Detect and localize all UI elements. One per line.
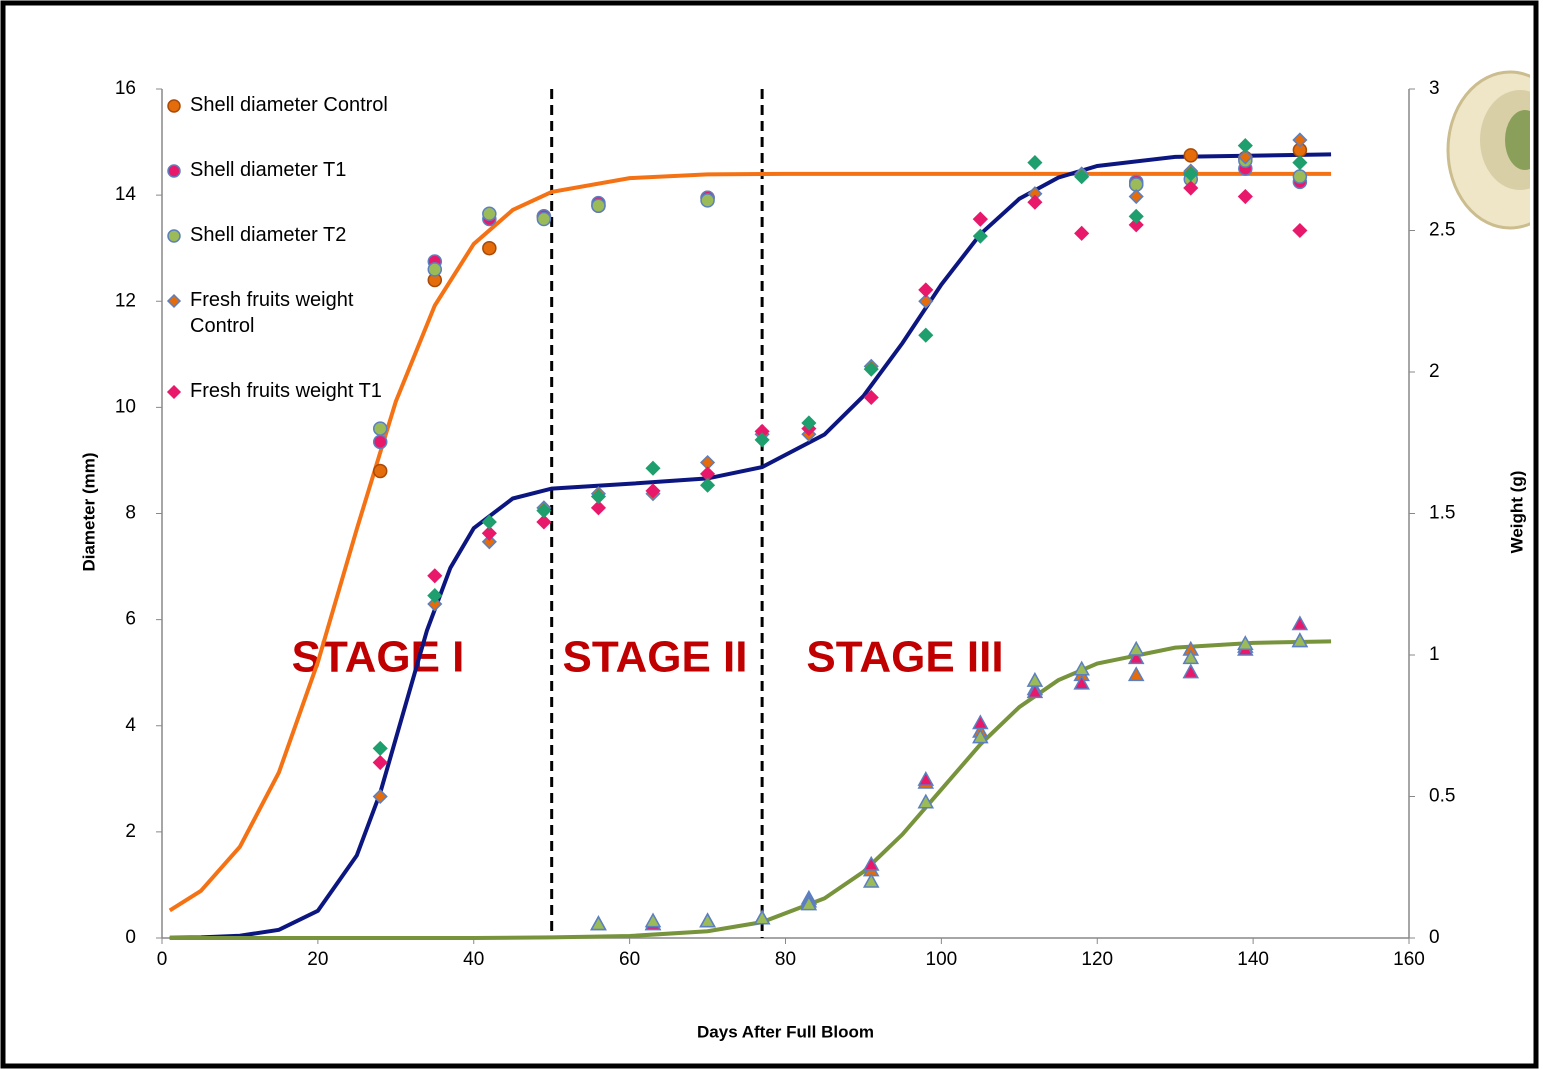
legend-symbol bbox=[168, 165, 180, 177]
data-point bbox=[701, 194, 714, 207]
x-tick-label: 80 bbox=[775, 949, 796, 970]
data-point bbox=[919, 773, 933, 786]
legend-label: Shell diameter T2 bbox=[190, 224, 346, 246]
y-tick-label: 0 bbox=[125, 927, 136, 948]
page: 020406080100120140160024681012141600.511… bbox=[0, 0, 1543, 1070]
data-point bbox=[1293, 156, 1306, 169]
y-tick-label: 4 bbox=[125, 715, 136, 736]
y2-tick-label: 0 bbox=[1429, 927, 1440, 948]
y-tick-label: 2 bbox=[125, 821, 136, 842]
y-tick-label: 14 bbox=[115, 184, 137, 205]
data-point bbox=[374, 756, 387, 769]
legend-marker bbox=[166, 293, 182, 309]
data-point bbox=[537, 213, 550, 226]
y-tick-label: 10 bbox=[115, 396, 136, 417]
data-point bbox=[974, 213, 987, 226]
x-tick-label: 40 bbox=[463, 949, 484, 970]
data-point bbox=[755, 911, 769, 924]
pistachio-image bbox=[1448, 72, 1543, 228]
x-tick-label: 0 bbox=[157, 949, 168, 970]
data-point bbox=[1129, 642, 1143, 655]
data-point bbox=[428, 263, 441, 276]
y-tick-label: 6 bbox=[125, 609, 136, 630]
data-point bbox=[1293, 170, 1306, 183]
y-axis-title: Diameter (mm) bbox=[79, 452, 98, 571]
y2-tick-label: 3 bbox=[1429, 78, 1440, 99]
data-point bbox=[1028, 673, 1042, 686]
x-tick-label: 120 bbox=[1081, 949, 1113, 970]
legend-symbol bbox=[168, 386, 180, 398]
legend-symbol bbox=[168, 100, 180, 112]
x-tick-label: 140 bbox=[1237, 949, 1269, 970]
stage-label: STAGE II bbox=[563, 633, 748, 682]
legend-marker bbox=[166, 98, 182, 114]
legend-entry: Shell diameter Control bbox=[166, 92, 416, 118]
y2-tick-label: 1 bbox=[1429, 644, 1440, 665]
y2-tick-label: 2 bbox=[1429, 361, 1440, 382]
data-point bbox=[591, 917, 605, 930]
data-point bbox=[374, 742, 387, 755]
x-tick-label: 160 bbox=[1393, 949, 1425, 970]
legend-label: Fresh fruits weight T1 bbox=[190, 380, 382, 402]
data-point bbox=[1239, 139, 1252, 152]
y-tick-label: 8 bbox=[125, 503, 136, 524]
data-point bbox=[919, 329, 932, 342]
data-point bbox=[1028, 196, 1041, 209]
data-point bbox=[1293, 224, 1306, 237]
y2-tick-label: 0.5 bbox=[1429, 786, 1455, 807]
data-point bbox=[1129, 668, 1143, 681]
data-point bbox=[428, 569, 441, 582]
data-point bbox=[1239, 190, 1252, 203]
data-point bbox=[1130, 190, 1143, 203]
fit-curve bbox=[170, 641, 1331, 938]
y-tick-label: 16 bbox=[115, 78, 136, 99]
data-point bbox=[592, 199, 605, 212]
legend-entry: Fresh fruits weight T1 bbox=[166, 378, 416, 404]
data-point bbox=[1184, 665, 1198, 678]
legend-entry: Shell diameter T2 bbox=[166, 222, 416, 248]
data-point bbox=[1028, 156, 1041, 169]
data-point bbox=[973, 716, 987, 729]
data-point bbox=[647, 462, 660, 475]
x-tick-label: 60 bbox=[619, 949, 640, 970]
legend-entry: Shell diameter T1 bbox=[166, 157, 416, 183]
legend: Shell diameter Control Shell diameter T1 S… bbox=[166, 92, 416, 443]
data-point bbox=[1075, 227, 1088, 240]
data-point bbox=[701, 914, 715, 927]
y-tick-label: 12 bbox=[115, 290, 136, 311]
data-point bbox=[1130, 210, 1143, 223]
legend-label: Shell diameter Control bbox=[190, 94, 388, 116]
y2-axis-title: Weight (g) bbox=[1507, 471, 1526, 554]
x-tick-label: 20 bbox=[307, 949, 328, 970]
y2-tick-label: 1.5 bbox=[1429, 503, 1455, 524]
legend-label: Fresh fruits weight Control bbox=[190, 289, 353, 337]
data-point bbox=[483, 207, 496, 220]
data-point bbox=[1184, 149, 1197, 162]
legend-symbol bbox=[168, 295, 180, 307]
legend-marker bbox=[166, 384, 182, 400]
data-point bbox=[374, 465, 387, 478]
x-tick-label: 100 bbox=[926, 949, 958, 970]
data-point bbox=[483, 242, 496, 255]
data-point bbox=[646, 914, 660, 927]
data-point bbox=[919, 283, 932, 296]
data-point bbox=[1293, 617, 1307, 630]
legend-symbol bbox=[168, 230, 180, 242]
legend-entry: Fresh fruits weight Control bbox=[166, 287, 416, 339]
x-axis-title: Days After Full Bloom bbox=[697, 1022, 874, 1041]
y2-tick-label: 2.5 bbox=[1429, 220, 1455, 241]
legend-marker bbox=[166, 228, 182, 244]
legend-label: Shell diameter T1 bbox=[190, 159, 346, 181]
legend-marker bbox=[166, 163, 182, 179]
stage-label: STAGE III bbox=[806, 633, 1003, 682]
